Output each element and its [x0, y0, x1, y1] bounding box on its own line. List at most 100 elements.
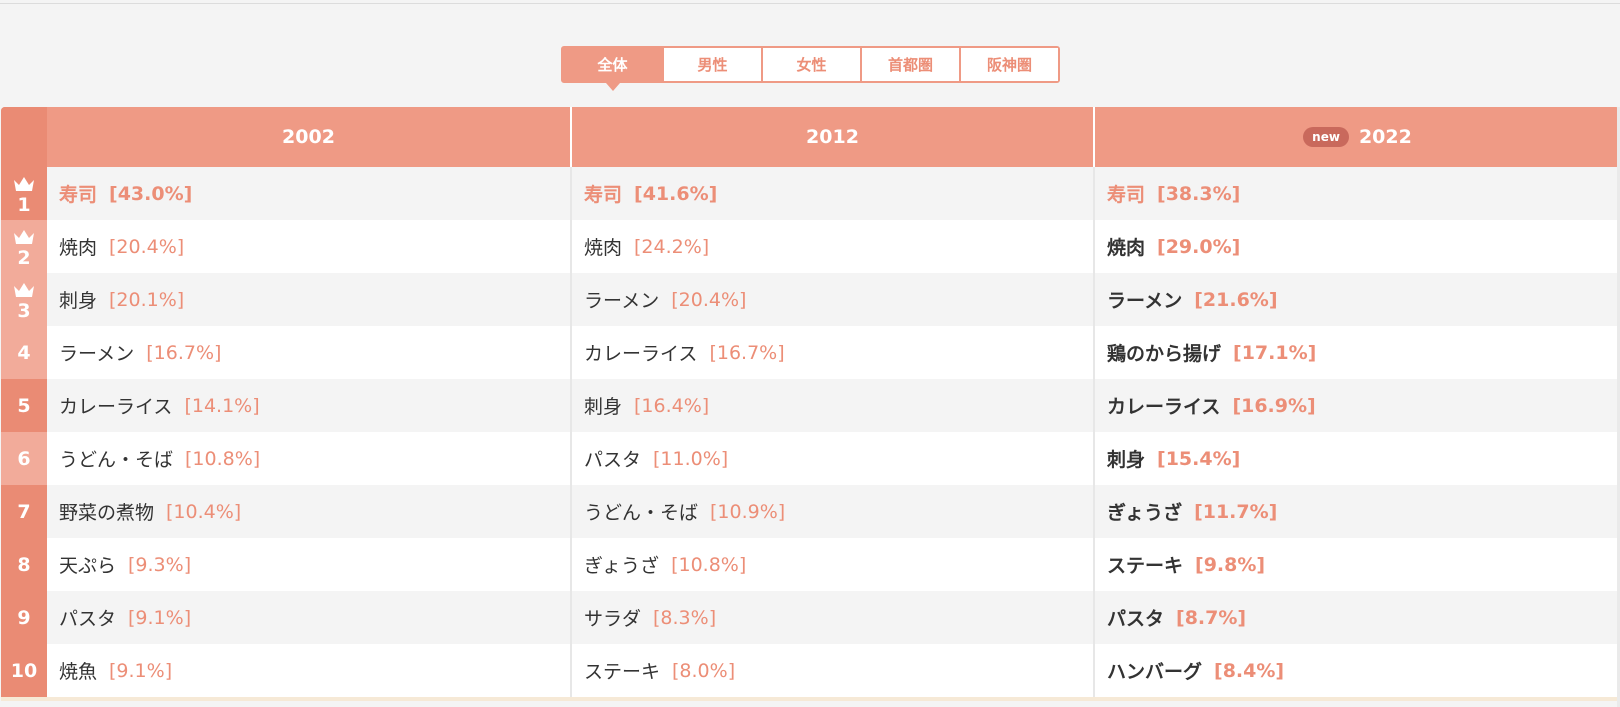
ranking-cell-2012: パスタ [11.0%]	[570, 432, 1093, 485]
ranking-cell-2012: 寿司 [41.6%]	[570, 167, 1093, 220]
ranking-cell-2022: 焼肉 [29.0%]	[1093, 220, 1620, 273]
food-name: ステーキ	[1107, 555, 1184, 577]
food-name: カレーライス	[59, 396, 173, 418]
new-badge: new	[1303, 127, 1349, 147]
tab-capital-area[interactable]: 首都圏	[860, 48, 959, 81]
food-percentage: [9.1%]	[128, 606, 192, 629]
ranking-cell-2002: ラーメン [16.7%]	[47, 326, 570, 379]
ranking-cell-2012: ステーキ [8.0%]	[570, 644, 1093, 697]
table-row: 3 刺身 [20.1%] ラーメン [20.4%] ラーメン [21.6%]	[1, 273, 1620, 326]
food-percentage: [17.1%]	[1233, 341, 1317, 364]
food-percentage: [10.8%]	[671, 553, 747, 576]
rank-number: 6	[17, 447, 31, 470]
ranking-cell-2002: 野菜の煮物 [10.4%]	[47, 485, 570, 538]
table-row: 8 天ぷら [9.3%] ぎょうざ [10.8%] ステーキ [9.8%]	[1, 538, 1620, 591]
food-name: 焼肉	[584, 237, 623, 259]
food-percentage: [16.7%]	[709, 341, 785, 364]
food-percentage: [8.3%]	[653, 606, 717, 629]
ranking-cell-2012: サラダ [8.3%]	[570, 591, 1093, 644]
food-name: 鶏のから揚げ	[1107, 343, 1222, 365]
segment-tabs: 全体 男性 女性 首都圏 阪神圏	[561, 46, 1060, 91]
food-percentage: [11.0%]	[653, 447, 729, 470]
food-name: うどん・そば	[584, 502, 699, 524]
rank-number: 3	[17, 299, 31, 322]
top-divider	[0, 3, 1620, 4]
ranking-cell-2012: うどん・そば [10.9%]	[570, 485, 1093, 538]
rank-number: 10	[10, 659, 38, 682]
table-row: 9 パスタ [9.1%] サラダ [8.3%] パスタ [8.7%]	[1, 591, 1620, 644]
table-bottom-border	[1, 697, 1620, 701]
rank-number: 4	[17, 341, 31, 364]
tab-male[interactable]: 男性	[662, 48, 761, 81]
food-name: 刺身	[1107, 449, 1146, 471]
food-percentage: [16.9%]	[1232, 394, 1316, 417]
table-row: 7 野菜の煮物 [10.4%] うどん・そば [10.9%] ぎょうざ [11.7%]	[1, 485, 1620, 538]
table-row: 1 寿司 [43.0%] 寿司 [41.6%] 寿司 [38.3%]	[1, 167, 1620, 220]
food-percentage: [16.4%]	[634, 394, 710, 417]
year-header-2012: 2012	[570, 107, 1093, 167]
food-name: ハンバーグ	[1107, 661, 1203, 683]
rank-cell: 8	[1, 538, 47, 591]
food-percentage: [9.1%]	[109, 659, 173, 682]
food-name: 野菜の煮物	[59, 502, 155, 524]
food-name: 寿司	[59, 184, 98, 206]
food-percentage: [14.1%]	[184, 394, 260, 417]
rank-cell: 5	[1, 379, 47, 432]
food-name: ラーメン	[59, 343, 135, 365]
tab-female[interactable]: 女性	[761, 48, 860, 81]
rank-cell: 1	[1, 167, 47, 220]
food-percentage: [20.1%]	[109, 288, 185, 311]
rank-cell: 3	[1, 273, 47, 326]
food-name: 焼肉	[1107, 237, 1146, 259]
ranking-cell-2002: カレーライス [14.1%]	[47, 379, 570, 432]
tab-hanshin-area[interactable]: 阪神圏	[959, 48, 1058, 81]
food-percentage: [15.4%]	[1157, 447, 1241, 470]
rank-cell: 10	[1, 644, 47, 697]
ranking-cell-2002: うどん・そば [10.8%]	[47, 432, 570, 485]
ranking-cell-2002: 焼肉 [20.4%]	[47, 220, 570, 273]
food-name: ぎょうざ	[584, 555, 660, 577]
crown-icon	[13, 175, 35, 197]
rank-number: 8	[17, 553, 31, 576]
food-name: パスタ	[1107, 608, 1165, 630]
food-percentage: [24.2%]	[634, 235, 710, 258]
food-name: 焼魚	[59, 661, 98, 683]
rank-number: 2	[17, 246, 31, 269]
tab-all[interactable]: 全体	[563, 48, 662, 91]
food-percentage: [10.9%]	[710, 500, 786, 523]
ranking-cell-2022: ぎょうざ [11.7%]	[1093, 485, 1620, 538]
ranking-cell-2012: 刺身 [16.4%]	[570, 379, 1093, 432]
rank-header-cell	[1, 107, 47, 167]
year-label: 2022	[1358, 126, 1412, 148]
table-row: 10 焼魚 [9.1%] ステーキ [8.0%] ハンバーグ [8.4%]	[1, 644, 1620, 697]
food-percentage: [8.4%]	[1214, 659, 1285, 682]
ranking-cell-2012: ラーメン [20.4%]	[570, 273, 1093, 326]
ranking-cell-2002: 寿司 [43.0%]	[47, 167, 570, 220]
rank-cell: 2	[1, 220, 47, 273]
food-name: パスタ	[59, 608, 117, 630]
ranking-cell-2012: ぎょうざ [10.8%]	[570, 538, 1093, 591]
rank-number: 7	[17, 500, 31, 523]
ranking-cell-2022: ラーメン [21.6%]	[1093, 273, 1620, 326]
food-percentage: [9.8%]	[1195, 553, 1266, 576]
year-header-2002: 2002	[47, 107, 570, 167]
rank-cell: 9	[1, 591, 47, 644]
right-edge	[1617, 107, 1620, 707]
food-name: ラーメン	[1107, 290, 1183, 312]
ranking-cell-2002: 焼魚 [9.1%]	[47, 644, 570, 697]
food-percentage: [11.7%]	[1194, 500, 1278, 523]
food-name: ラーメン	[584, 290, 660, 312]
food-percentage: [21.6%]	[1194, 288, 1278, 311]
food-percentage: [38.3%]	[1157, 182, 1241, 205]
table-body: 1 寿司 [43.0%] 寿司 [41.6%] 寿司 [38.3%] 2 焼肉 [20.4%] 焼肉…	[1, 167, 1620, 697]
ranking-cell-2022: 鶏のから揚げ [17.1%]	[1093, 326, 1620, 379]
food-name: カレーライス	[1107, 396, 1221, 418]
table-row: 6 うどん・そば [10.8%] パスタ [11.0%] 刺身 [15.4%]	[1, 432, 1620, 485]
food-name: 寿司	[1107, 184, 1146, 206]
food-name: 天ぷら	[59, 555, 117, 577]
ranking-table: 2002 2012 new 2022 1 寿司 [43.0%] 寿司 [41.6%] 寿司 […	[1, 107, 1620, 701]
ranking-cell-2022: ハンバーグ [8.4%]	[1093, 644, 1620, 697]
food-percentage: [20.4%]	[671, 288, 747, 311]
food-name: パスタ	[584, 449, 642, 471]
food-name: うどん・そば	[59, 449, 174, 471]
